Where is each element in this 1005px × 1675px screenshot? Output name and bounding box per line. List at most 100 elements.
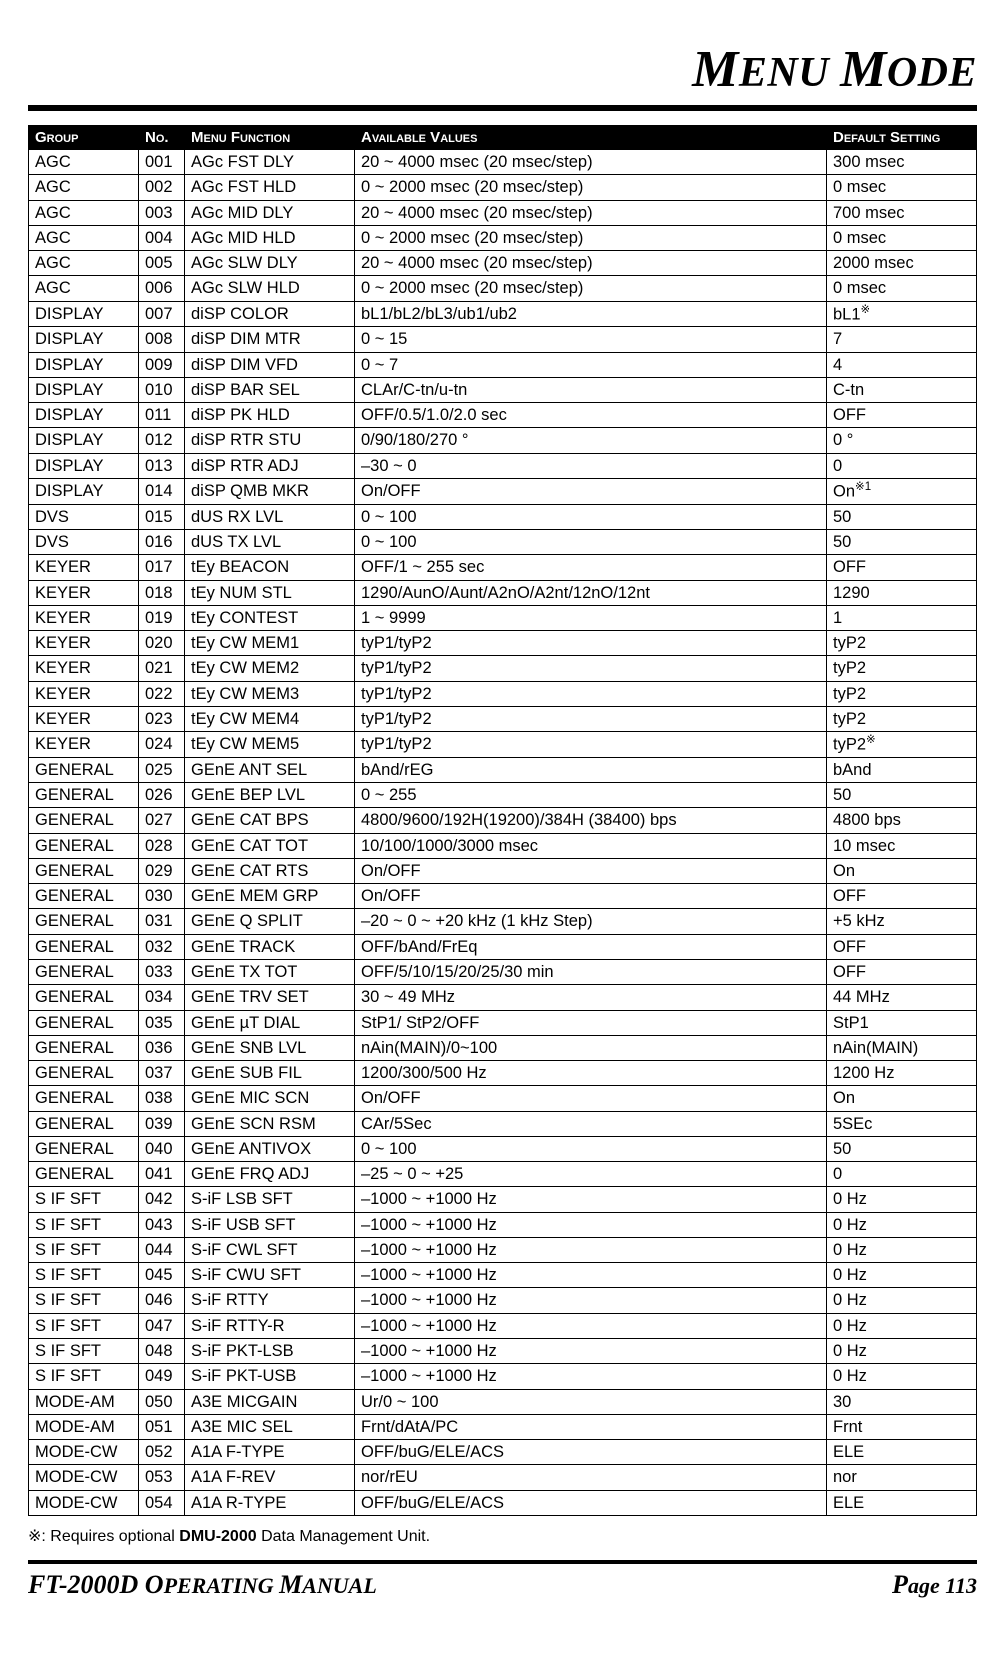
table-row: GENERAL038GEnE MIC SCNOn/OFFOn: [29, 1086, 977, 1111]
table-cell: DISPLAY: [29, 478, 139, 504]
table-cell: GEnE FRQ ADJ: [185, 1162, 355, 1187]
table-cell: 0 msec: [827, 175, 977, 200]
table-row: GENERAL027GEnE CAT BPS4800/9600/192H(192…: [29, 808, 977, 833]
table-row: KEYER024tEy CW MEM5tyP1/tyP2tyP2※: [29, 732, 977, 758]
table-cell: S IF SFT: [29, 1237, 139, 1262]
table-cell: OFF/0.5/1.0/2.0 sec: [355, 403, 827, 428]
table-cell: 031: [139, 909, 185, 934]
table-row: S IF SFT042S-iF LSB SFT–1000 ~ +1000 Hz0…: [29, 1187, 977, 1212]
table-cell: GENERAL: [29, 1061, 139, 1086]
table-cell: 006: [139, 276, 185, 301]
table-cell: GEnE CAT RTS: [185, 858, 355, 883]
table-cell: AGc MID DLY: [185, 200, 355, 225]
table-cell: S-iF PKT-USB: [185, 1364, 355, 1389]
table-cell: 041: [139, 1162, 185, 1187]
table-cell: DISPLAY: [29, 403, 139, 428]
table-cell: A1A F-REV: [185, 1465, 355, 1490]
table-cell: 1290/AunO/Aunt/A2nO/A2nt/12nO/12nt: [355, 580, 827, 605]
table-cell: A1A F-TYPE: [185, 1440, 355, 1465]
table-cell: DISPLAY: [29, 352, 139, 377]
table-cell: KEYER: [29, 681, 139, 706]
table-cell: diSP QMB MKR: [185, 478, 355, 504]
table-cell: 010: [139, 377, 185, 402]
table-cell: DISPLAY: [29, 301, 139, 327]
table-row: AGC006AGc SLW HLD0 ~ 2000 msec (20 msec/…: [29, 276, 977, 301]
table-row: KEYER022tEy CW MEM3tyP1/tyP2tyP2: [29, 681, 977, 706]
table-cell: MODE-AM: [29, 1414, 139, 1439]
table-cell: 045: [139, 1263, 185, 1288]
table-cell: diSP RTR ADJ: [185, 453, 355, 478]
table-cell: 300 msec: [827, 150, 977, 175]
footnote: ※: Requires optional DMU-2000 Data Manag…: [28, 1526, 977, 1546]
table-cell: KEYER: [29, 605, 139, 630]
table-cell: 022: [139, 681, 185, 706]
col-header-vals: Available Values: [355, 126, 827, 150]
table-cell: 1 ~ 9999: [355, 605, 827, 630]
table-cell: tEy CONTEST: [185, 605, 355, 630]
table-cell: 028: [139, 833, 185, 858]
table-cell: DISPLAY: [29, 428, 139, 453]
table-cell: 0 msec: [827, 276, 977, 301]
table-cell: tyP1/tyP2: [355, 706, 827, 731]
table-cell: 024: [139, 732, 185, 758]
table-cell: A3E MICGAIN: [185, 1389, 355, 1414]
table-cell: –1000 ~ +1000 Hz: [355, 1338, 827, 1363]
table-cell: S IF SFT: [29, 1338, 139, 1363]
table-cell: 0 ~ 100: [355, 504, 827, 529]
table-cell: GEnE ANT SEL: [185, 757, 355, 782]
table-cell: S-iF RTTY-R: [185, 1313, 355, 1338]
table-row: GENERAL036GEnE SNB LVLnAin(MAIN)/0~100nA…: [29, 1035, 977, 1060]
table-cell: 050: [139, 1389, 185, 1414]
table-cell: tyP1/tyP2: [355, 656, 827, 681]
table-cell: KEYER: [29, 631, 139, 656]
table-cell: S-iF CWU SFT: [185, 1263, 355, 1288]
table-cell: MODE-CW: [29, 1490, 139, 1515]
table-cell: tEy NUM STL: [185, 580, 355, 605]
table-cell: 025: [139, 757, 185, 782]
table-cell: S-iF CWL SFT: [185, 1237, 355, 1262]
table-row: DVS016dUS TX LVL0 ~ 10050: [29, 529, 977, 554]
table-cell: GENERAL: [29, 783, 139, 808]
table-cell: 044: [139, 1237, 185, 1262]
table-cell: KEYER: [29, 656, 139, 681]
table-cell: GEnE µT DIAL: [185, 1010, 355, 1035]
table-cell: On※1: [827, 478, 977, 504]
table-cell: –1000 ~ +1000 Hz: [355, 1187, 827, 1212]
table-cell: GEnE ANTIVOX: [185, 1136, 355, 1161]
table-cell: tEy CW MEM3: [185, 681, 355, 706]
table-cell: DISPLAY: [29, 453, 139, 478]
table-cell: GENERAL: [29, 985, 139, 1010]
table-row: GENERAL028GEnE CAT TOT10/100/1000/3000 m…: [29, 833, 977, 858]
table-cell: 027: [139, 808, 185, 833]
page-title: MENU MODE: [28, 40, 977, 99]
table-cell: AGC: [29, 276, 139, 301]
table-row: GENERAL032GEnE TRACKOFF/bAnd/FrEqOFF: [29, 934, 977, 959]
table-row: GENERAL025GEnE ANT SELbAnd/rEGbAnd: [29, 757, 977, 782]
table-cell: 0 ~ 15: [355, 327, 827, 352]
table-cell: 008: [139, 327, 185, 352]
table-cell: GEnE BEP LVL: [185, 783, 355, 808]
table-cell: –1000 ~ +1000 Hz: [355, 1313, 827, 1338]
table-cell: S IF SFT: [29, 1313, 139, 1338]
table-cell: 004: [139, 225, 185, 250]
table-cell: 021: [139, 656, 185, 681]
table-cell: GENERAL: [29, 858, 139, 883]
table-cell: 019: [139, 605, 185, 630]
table-cell: 7: [827, 327, 977, 352]
table-cell: 012: [139, 428, 185, 453]
table-cell: AGC: [29, 225, 139, 250]
table-cell: StP1/ StP2/OFF: [355, 1010, 827, 1035]
table-cell: 005: [139, 251, 185, 276]
table-row: GENERAL034GEnE TRV SET30 ~ 49 MHz44 MHz: [29, 985, 977, 1010]
table-cell: tyP2: [827, 681, 977, 706]
table-cell: 020: [139, 631, 185, 656]
table-cell: tyP2: [827, 706, 977, 731]
table-cell: –1000 ~ +1000 Hz: [355, 1364, 827, 1389]
table-cell: AGc FST DLY: [185, 150, 355, 175]
table-cell: diSP RTR STU: [185, 428, 355, 453]
table-cell: 0 Hz: [827, 1263, 977, 1288]
table-cell: dUS RX LVL: [185, 504, 355, 529]
table-cell: 016: [139, 529, 185, 554]
table-cell: StP1: [827, 1010, 977, 1035]
table-row: GENERAL030GEnE MEM GRPOn/OFFOFF: [29, 884, 977, 909]
